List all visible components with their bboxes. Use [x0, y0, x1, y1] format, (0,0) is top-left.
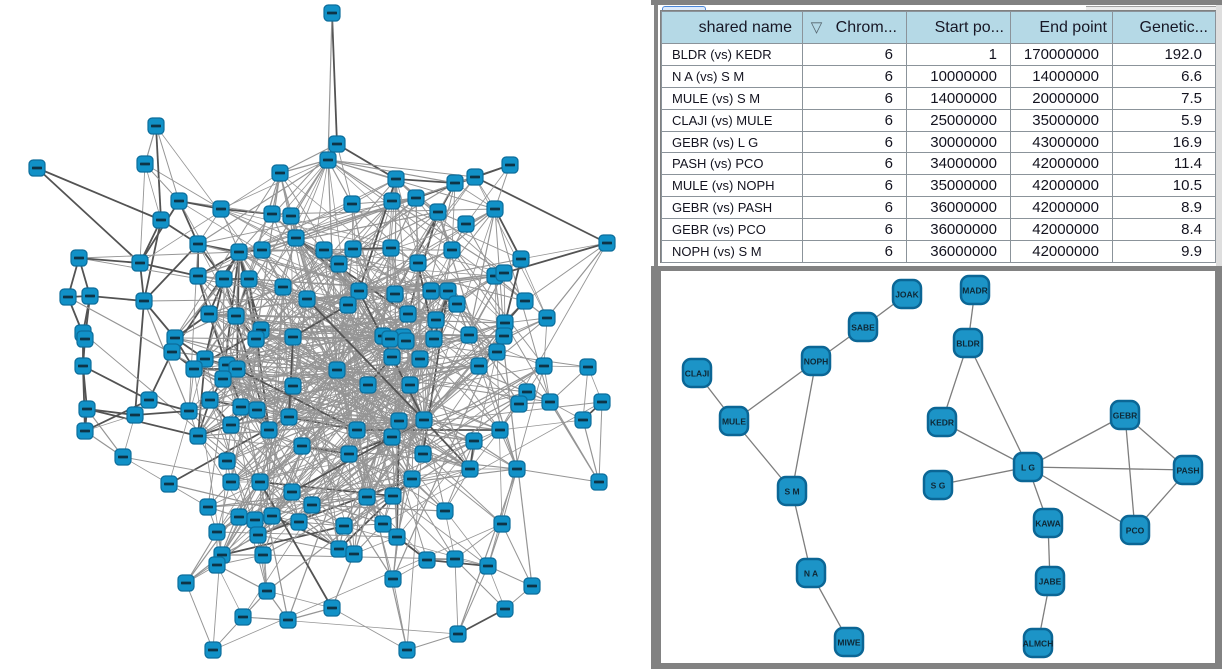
svg-text:S G: S G	[931, 480, 946, 490]
svg-text:ALMCH: ALMCH	[1023, 638, 1054, 648]
svg-text:GEBR: GEBR	[1113, 410, 1138, 420]
svg-text:N A: N A	[804, 568, 818, 578]
svg-text:MADR: MADR	[962, 285, 988, 295]
svg-text:CLAJI: CLAJI	[685, 368, 710, 378]
svg-text:MULE: MULE	[722, 416, 746, 426]
svg-text:S M: S M	[784, 486, 799, 496]
svg-text:BLDR: BLDR	[956, 338, 980, 348]
svg-text:SABE: SABE	[851, 322, 875, 332]
svg-text:L G: L G	[1021, 462, 1035, 472]
svg-text:PASH: PASH	[1177, 465, 1200, 475]
svg-text:JOAK: JOAK	[895, 289, 919, 299]
svg-text:PCO: PCO	[1126, 525, 1145, 535]
svg-text:JABE: JABE	[1039, 576, 1062, 586]
svg-text:KAWA: KAWA	[1035, 518, 1061, 528]
svg-text:MIWE: MIWE	[837, 637, 860, 647]
svg-text:NOPH: NOPH	[804, 356, 829, 366]
svg-text:KEDR: KEDR	[930, 417, 954, 427]
